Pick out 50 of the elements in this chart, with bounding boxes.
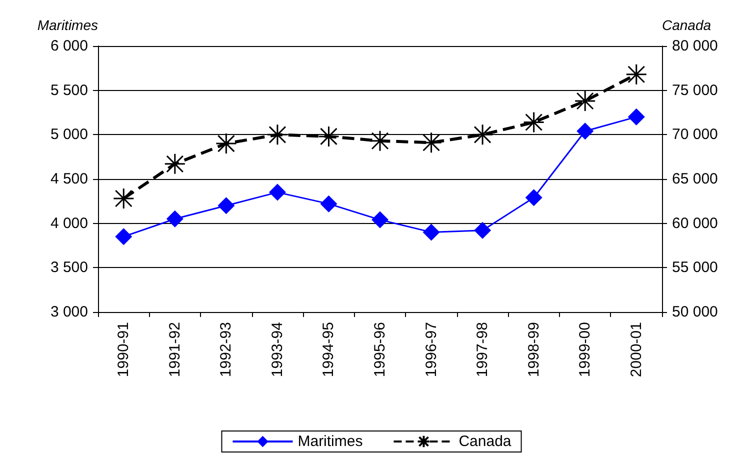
x-tick-label: 1995-96 bbox=[372, 322, 388, 378]
y-tick-label: 3 500 bbox=[50, 259, 88, 276]
x-tick-label: 1991-92 bbox=[166, 322, 184, 378]
y2-tick-label: 60 000 bbox=[672, 214, 718, 232]
y2-tick-label: 65 000 bbox=[672, 170, 718, 188]
y-axis-title: Maritimes bbox=[37, 17, 98, 33]
y2-tick-label: 70 000 bbox=[672, 126, 718, 144]
point bbox=[474, 222, 492, 239]
y2-tick-label: 80 000 bbox=[672, 38, 718, 54]
point bbox=[372, 211, 388, 228]
point bbox=[318, 126, 340, 148]
point bbox=[523, 112, 545, 134]
point bbox=[268, 184, 286, 201]
x-tick-label: 1999-00 bbox=[576, 322, 594, 378]
point bbox=[626, 64, 648, 86]
point bbox=[115, 228, 132, 246]
y-tick-label: 5 000 bbox=[50, 126, 88, 144]
legend-label: Canada bbox=[458, 433, 512, 450]
point bbox=[215, 132, 237, 154]
x-tick-label: 2000-01 bbox=[628, 322, 645, 378]
point bbox=[320, 195, 338, 212]
x-tick-label: 1992-93 bbox=[218, 322, 235, 378]
x-tick-label: 1996-97 bbox=[422, 322, 440, 378]
point bbox=[112, 188, 134, 210]
y2-axis-title: Canada bbox=[662, 17, 712, 33]
point bbox=[266, 124, 288, 146]
point bbox=[574, 90, 596, 112]
point bbox=[576, 122, 594, 140]
x-tick-label: 1990-91 bbox=[115, 322, 132, 378]
point bbox=[422, 224, 440, 241]
y-tick-label: 4 000 bbox=[50, 214, 88, 232]
y-tick-label: 3 000 bbox=[50, 304, 88, 320]
y-tick-label: 6 000 bbox=[50, 38, 88, 54]
point bbox=[218, 197, 235, 214]
y-tick-label: 5 500 bbox=[50, 82, 88, 99]
x-tick-label: 1993-94 bbox=[268, 322, 286, 378]
point bbox=[525, 189, 542, 206]
point bbox=[472, 124, 494, 146]
y-tick-label: 4 500 bbox=[50, 170, 88, 188]
y2-tick-label: 75 000 bbox=[672, 82, 718, 99]
point bbox=[628, 108, 645, 126]
y2-tick-label: 55 000 bbox=[672, 259, 718, 276]
x-tick-label: 1998-99 bbox=[525, 322, 542, 378]
point bbox=[164, 153, 186, 175]
point bbox=[420, 132, 442, 154]
x-tick-label: 1997-98 bbox=[474, 322, 492, 378]
x-tick-label: 1994-95 bbox=[320, 322, 338, 378]
y2-tick-label: 50 000 bbox=[672, 304, 718, 320]
point bbox=[166, 210, 184, 228]
legend-label: Maritimes bbox=[298, 433, 363, 450]
